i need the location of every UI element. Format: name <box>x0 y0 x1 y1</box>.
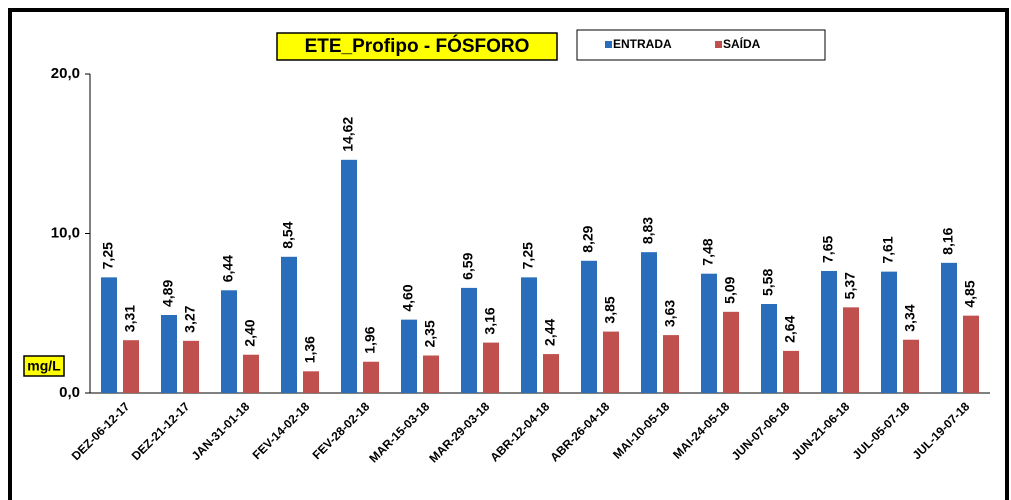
value-label: 7,25 <box>520 242 536 269</box>
bar <box>761 303 777 393</box>
value-label: 5,09 <box>722 276 738 303</box>
bar <box>303 371 319 393</box>
value-label: 3,63 <box>662 300 678 327</box>
value-label: 8,54 <box>280 221 296 248</box>
value-label: 2,64 <box>782 315 798 342</box>
bar <box>521 277 537 393</box>
bar <box>161 315 177 393</box>
value-label: 8,16 <box>940 227 956 254</box>
chart-title: ETE_Profipo - FÓSFORO <box>305 35 530 57</box>
bar <box>281 256 297 393</box>
legend-box <box>576 29 826 61</box>
bar <box>401 319 417 393</box>
value-label: 3,34 <box>902 304 918 331</box>
bar <box>363 361 379 393</box>
y-tick-label: 0,0 <box>59 384 80 401</box>
bar <box>843 307 859 393</box>
value-label: 2,40 <box>242 319 258 346</box>
value-label: 8,83 <box>640 217 656 244</box>
y-axis-label: mg/L <box>27 358 61 374</box>
title-box <box>276 32 558 61</box>
value-label: 3,85 <box>602 296 618 323</box>
y-tick-label: 20,0 <box>51 65 80 82</box>
value-label: 14,62 <box>340 117 356 152</box>
value-label: 2,44 <box>542 319 558 346</box>
bar <box>903 339 919 393</box>
bar <box>581 260 597 393</box>
bar <box>221 290 237 393</box>
bar <box>881 271 897 393</box>
value-label: 6,59 <box>460 252 476 279</box>
value-label: 7,48 <box>700 238 716 265</box>
bar <box>341 159 357 393</box>
bar <box>423 355 439 393</box>
y-label-box <box>23 355 65 377</box>
y-tick-label: 10,0 <box>51 224 80 241</box>
value-label: 4,89 <box>160 280 176 307</box>
legend-swatch <box>605 41 612 48</box>
bar <box>543 354 559 393</box>
value-label: 1,96 <box>362 326 378 353</box>
frame <box>8 8 1009 500</box>
legend-label: ENTRADA <box>613 37 672 51</box>
bar <box>941 262 957 393</box>
value-label: 3,31 <box>122 305 138 332</box>
bar <box>483 342 499 393</box>
bar <box>663 335 679 393</box>
value-label: 8,29 <box>580 225 596 252</box>
bar <box>123 340 139 393</box>
legend-label: SAÍDA <box>723 36 761 51</box>
bar <box>183 340 199 393</box>
bar <box>783 350 799 393</box>
value-label: 2,35 <box>422 320 438 347</box>
legend-swatch <box>715 41 722 48</box>
bar <box>603 331 619 393</box>
value-label: 7,65 <box>820 236 836 263</box>
bar <box>243 354 259 393</box>
value-label: 4,60 <box>400 284 416 311</box>
value-label: 7,25 <box>100 242 116 269</box>
bar <box>701 273 717 393</box>
value-label: 5,58 <box>760 269 776 296</box>
bar <box>101 277 117 393</box>
value-label: 6,44 <box>220 255 236 282</box>
value-label: 4,85 <box>962 280 978 307</box>
value-label: 1,36 <box>302 336 318 363</box>
value-label: 7,61 <box>880 236 896 263</box>
value-label: 5,37 <box>842 272 858 299</box>
bar <box>963 315 979 393</box>
bar <box>821 270 837 393</box>
bar <box>641 252 657 393</box>
bar <box>723 311 739 393</box>
bar <box>461 287 477 393</box>
value-label: 3,16 <box>482 307 498 334</box>
value-label: 3,27 <box>182 305 198 332</box>
